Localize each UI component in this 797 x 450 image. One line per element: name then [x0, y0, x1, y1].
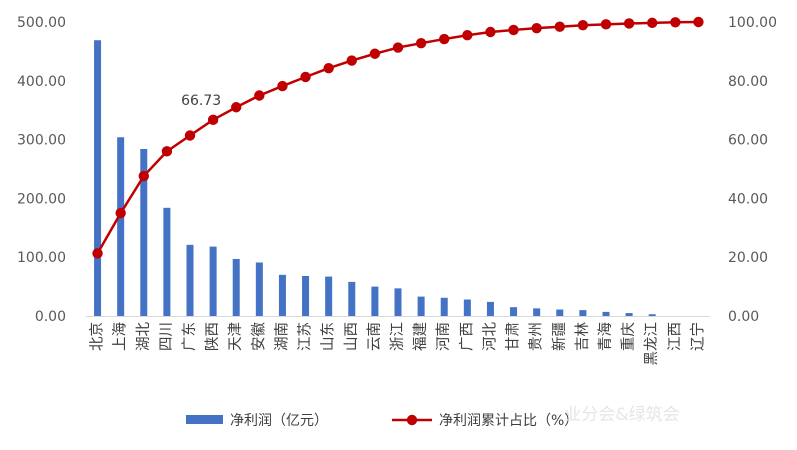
line-point [323, 62, 334, 74]
line-point [577, 20, 589, 31]
line-point [138, 170, 149, 182]
category-label: 山东 [320, 322, 337, 351]
category-label: 广东 [181, 322, 198, 351]
category-label: 青海 [597, 322, 614, 351]
line-point [415, 37, 427, 49]
y-right-tick-label: 60.00 [728, 133, 768, 149]
y-left-tick-label: 500.00 [17, 15, 66, 31]
line-point [300, 71, 311, 83]
y-left-tick-label: 200.00 [17, 191, 66, 207]
category-label: 北京 [89, 322, 106, 351]
line-point [277, 80, 288, 92]
line-point [531, 22, 542, 34]
y-right-tick-label: 40.00 [728, 191, 768, 207]
category-label: 湖北 [135, 322, 152, 351]
y-right-tick-label: 100.00 [728, 15, 777, 31]
y-left-tick-label: 100.00 [17, 250, 66, 266]
bar [325, 276, 333, 316]
bar [117, 137, 125, 316]
bar [140, 149, 148, 316]
line-point [369, 48, 381, 59]
category-label: 广西 [458, 322, 475, 351]
bar [579, 310, 587, 316]
bar [556, 309, 564, 316]
bar [186, 244, 194, 316]
line-point [115, 207, 126, 219]
line-point [647, 17, 658, 29]
bar [648, 314, 656, 316]
line-point [92, 248, 103, 259]
category-label: 云南 [366, 322, 383, 351]
legend-line-label: 净利润累计占比（%） [439, 413, 578, 429]
category-label: 四川 [159, 322, 175, 351]
bar [625, 313, 633, 316]
bar [602, 311, 610, 316]
bar [348, 281, 356, 316]
y-left-tick-label: 400.00 [17, 74, 66, 90]
bar [163, 207, 171, 316]
legend-line-marker [406, 414, 418, 426]
line-point [392, 42, 404, 53]
bar [510, 307, 518, 316]
y-left-tick-label: 300.00 [17, 133, 66, 149]
line-point [439, 33, 450, 45]
category-label: 甘肃 [505, 322, 522, 351]
line-point [462, 30, 473, 41]
bar [533, 308, 541, 316]
data-label: 66.73 [181, 93, 221, 109]
bar [94, 40, 102, 317]
line-point [254, 90, 265, 101]
category-label: 重庆 [620, 322, 637, 351]
bar [417, 296, 425, 316]
bar [440, 297, 448, 316]
line-point [207, 114, 219, 126]
category-label: 浙江 [389, 322, 406, 351]
line-point [184, 130, 196, 141]
bar [255, 262, 263, 316]
category-label: 辽宁 [689, 322, 706, 351]
category-label: 福建 [412, 322, 429, 351]
line-point [670, 17, 681, 28]
line-point [623, 18, 635, 29]
line-point [231, 102, 242, 113]
category-label: 山西 [343, 322, 360, 351]
category-label: 天津 [227, 322, 244, 351]
category-label: 新疆 [551, 322, 568, 351]
y-right-tick-label: 0.00 [728, 309, 759, 325]
watermark: 业分会&绿筑会 [564, 405, 679, 425]
line-point [600, 19, 612, 30]
category-label: 湖南 [273, 322, 290, 351]
line-point [508, 24, 519, 36]
category-label: 上海 [112, 322, 129, 351]
legend-bar-swatch [186, 415, 223, 424]
bar [232, 258, 240, 316]
bar [278, 274, 286, 316]
category-label: 黑龙江 [643, 322, 660, 366]
category-label: 河北 [481, 322, 498, 351]
category-label: 陕西 [204, 322, 221, 351]
line-point [346, 55, 357, 66]
y-right-tick-label: 80.00 [728, 74, 768, 90]
y-left-tick-label: 0.00 [35, 309, 66, 325]
line-point [485, 26, 496, 38]
category-label: 江苏 [297, 322, 314, 351]
y-right-tick-label: 20.00 [728, 250, 768, 266]
category-label: 安徽 [250, 322, 267, 351]
bar [394, 288, 402, 316]
category-label: 河南 [435, 322, 452, 351]
bar [486, 301, 494, 316]
bar [209, 246, 217, 316]
line-point [693, 16, 704, 28]
bar [463, 299, 471, 316]
category-label: 贵州 [528, 322, 545, 351]
bar [371, 286, 379, 316]
bar [302, 276, 310, 316]
legend-bar-label: 净利润（亿元） [230, 413, 328, 429]
line-point [554, 21, 565, 32]
line-point [161, 146, 173, 157]
category-label: 吉林 [574, 322, 591, 351]
category-label: 江西 [666, 322, 683, 351]
